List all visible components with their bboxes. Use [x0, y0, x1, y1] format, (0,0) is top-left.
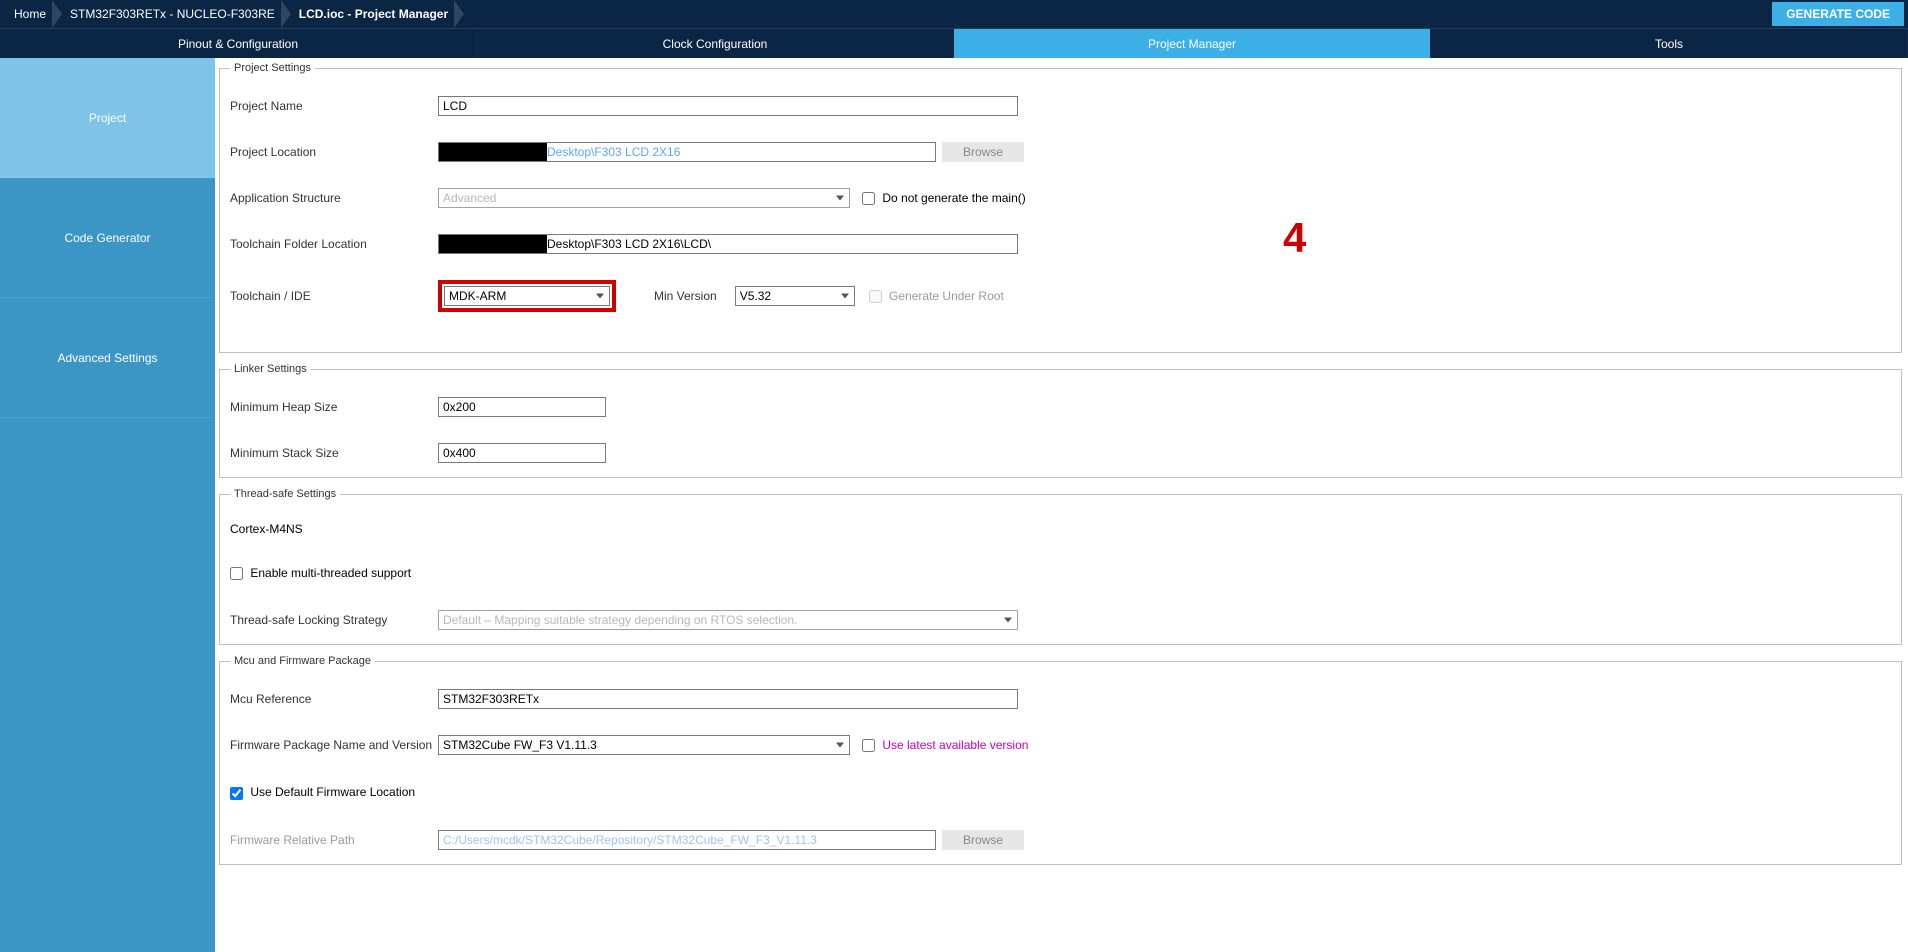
legend-firmware: Mcu and Firmware Package — [230, 655, 375, 667]
checkbox-gen-under-root-wrap: Generate Under Root — [869, 289, 1004, 303]
tab-project-manager-label: Project Manager — [1148, 37, 1236, 51]
breadcrumb-home[interactable]: Home — [6, 0, 54, 28]
fieldset-linker-settings: Linker Settings Minimum Heap Size Minimu… — [219, 363, 1902, 478]
chevron-right-icon — [454, 0, 464, 28]
content-panel: 4 Project Settings Project Name Project … — [215, 58, 1908, 952]
legend-project-settings: Project Settings — [230, 62, 315, 74]
checkbox-use-default-loc-label: Use Default Firmware Location — [250, 785, 415, 799]
project-location-suffix: Desktop\F303 LCD 2X16 — [547, 145, 680, 159]
input-heap-size[interactable] — [438, 397, 606, 417]
redacted-segment — [439, 235, 547, 253]
checkbox-enable-multithread[interactable] — [230, 567, 243, 580]
label-heap-size: Minimum Heap Size — [230, 400, 438, 414]
label-project-name: Project Name — [230, 99, 438, 113]
fieldset-thread-safe: Thread-safe Settings Cortex-M4NS Enable … — [219, 488, 1902, 645]
input-toolchain-folder: Desktop\F303 LCD 2X16\LCD\ — [438, 234, 1018, 254]
browse-firmware-button[interactable]: Browse — [942, 830, 1024, 850]
checkbox-enable-multithread-wrap[interactable]: Enable multi-threaded support — [230, 566, 411, 580]
sidebar-item-advanced-settings-label: Advanced Settings — [57, 351, 157, 365]
sidebar-item-code-generator[interactable]: Code Generator — [0, 178, 215, 298]
legend-thread-safe: Thread-safe Settings — [230, 488, 340, 500]
checkbox-no-main-wrap[interactable]: Do not generate the main() — [862, 191, 1026, 205]
select-firmware-package[interactable]: STM32Cube FW_F3 V1.11.3 — [438, 735, 850, 755]
fieldset-project-settings: Project Settings Project Name Project Lo… — [219, 62, 1902, 353]
chevron-right-icon — [281, 0, 291, 28]
breadcrumb-device[interactable]: STM32F303RETx - NUCLEO-F303RE — [62, 0, 283, 28]
fieldset-firmware: Mcu and Firmware Package Mcu Reference F… — [219, 655, 1902, 864]
breadcrumb-home-label: Home — [14, 7, 46, 21]
checkbox-use-default-loc-wrap[interactable]: Use Default Firmware Location — [230, 785, 415, 799]
tab-clock[interactable]: Clock Configuration — [477, 29, 954, 58]
thread-core-label: Cortex-M4NS — [230, 522, 303, 536]
generate-code-button[interactable]: GENERATE CODE — [1772, 2, 1904, 26]
checkbox-use-default-loc[interactable] — [230, 787, 243, 800]
annotation-4: 4 — [1283, 214, 1306, 262]
input-project-location[interactable]: Desktop\F303 LCD 2X16 — [438, 142, 936, 162]
checkbox-gen-under-root-label: Generate Under Root — [889, 289, 1004, 303]
checkbox-use-latest-wrap[interactable]: Use latest available version — [862, 738, 1028, 752]
label-firmware-relpath: Firmware Relative Path — [230, 833, 438, 847]
sidebar-item-project-label: Project — [89, 111, 126, 125]
input-mcu-reference — [438, 689, 1018, 709]
browse-location-label: Browse — [963, 145, 1003, 159]
label-project-location: Project Location — [230, 145, 438, 159]
checkbox-use-latest[interactable] — [862, 739, 875, 752]
generate-code-label: GENERATE CODE — [1786, 7, 1890, 21]
label-stack-size: Minimum Stack Size — [230, 446, 438, 460]
browse-location-button[interactable]: Browse — [942, 142, 1024, 162]
input-firmware-relpath — [438, 830, 936, 850]
sidebar-item-advanced-settings[interactable]: Advanced Settings — [0, 298, 215, 418]
tab-pinout[interactable]: Pinout & Configuration — [0, 29, 477, 58]
toolchain-folder-suffix: Desktop\F303 LCD 2X16\LCD\ — [547, 237, 711, 251]
checkbox-no-main-label: Do not generate the main() — [882, 191, 1025, 205]
label-mcu-reference: Mcu Reference — [230, 692, 438, 706]
breadcrumb-file-label: LCD.ioc - Project Manager — [299, 7, 448, 21]
checkbox-no-main[interactable] — [862, 192, 875, 205]
tabs-bar: Pinout & Configuration Clock Configurati… — [0, 28, 1908, 58]
input-project-name[interactable] — [438, 96, 1018, 116]
label-toolchain-folder: Toolchain Folder Location — [230, 237, 438, 251]
select-app-structure: Advanced — [438, 188, 850, 208]
input-stack-size[interactable] — [438, 443, 606, 463]
checkbox-use-latest-label: Use latest available version — [882, 738, 1028, 752]
redacted-segment — [439, 143, 547, 161]
breadcrumb-device-label: STM32F303RETx - NUCLEO-F303RE — [70, 7, 275, 21]
tab-project-manager[interactable]: Project Manager — [954, 29, 1431, 58]
tab-pinout-label: Pinout & Configuration — [178, 37, 298, 51]
chevron-right-icon — [52, 0, 62, 28]
checkbox-enable-multithread-label: Enable multi-threaded support — [250, 566, 411, 580]
browse-firmware-label: Browse — [963, 833, 1003, 847]
select-toolchain-ide[interactable]: MDK-ARM — [444, 286, 610, 306]
tab-tools[interactable]: Tools — [1431, 29, 1908, 58]
main-area: Project Code Generator Advanced Settings… — [0, 58, 1908, 952]
breadcrumb-bar: Home STM32F303RETx - NUCLEO-F303RE LCD.i… — [0, 0, 1908, 28]
red-highlight-box: MDK-ARM — [438, 280, 616, 312]
select-locking-strategy: Default – Mapping suitable strategy depe… — [438, 610, 1018, 630]
tab-tools-label: Tools — [1655, 37, 1683, 51]
breadcrumb-file[interactable]: LCD.ioc - Project Manager — [291, 0, 456, 28]
sidebar: Project Code Generator Advanced Settings — [0, 58, 215, 952]
tab-clock-label: Clock Configuration — [663, 37, 768, 51]
sidebar-item-project[interactable]: Project — [0, 58, 215, 178]
label-app-structure: Application Structure — [230, 191, 438, 205]
label-toolchain-ide: Toolchain / IDE — [230, 289, 438, 303]
checkbox-gen-under-root — [869, 290, 882, 303]
select-min-version[interactable]: V5.32 — [735, 286, 855, 306]
legend-linker-settings: Linker Settings — [230, 363, 311, 375]
label-min-version: Min Version — [654, 289, 717, 303]
label-firmware-package: Firmware Package Name and Version — [230, 738, 438, 752]
label-locking-strategy: Thread-safe Locking Strategy — [230, 613, 438, 627]
sidebar-item-code-generator-label: Code Generator — [64, 231, 150, 245]
